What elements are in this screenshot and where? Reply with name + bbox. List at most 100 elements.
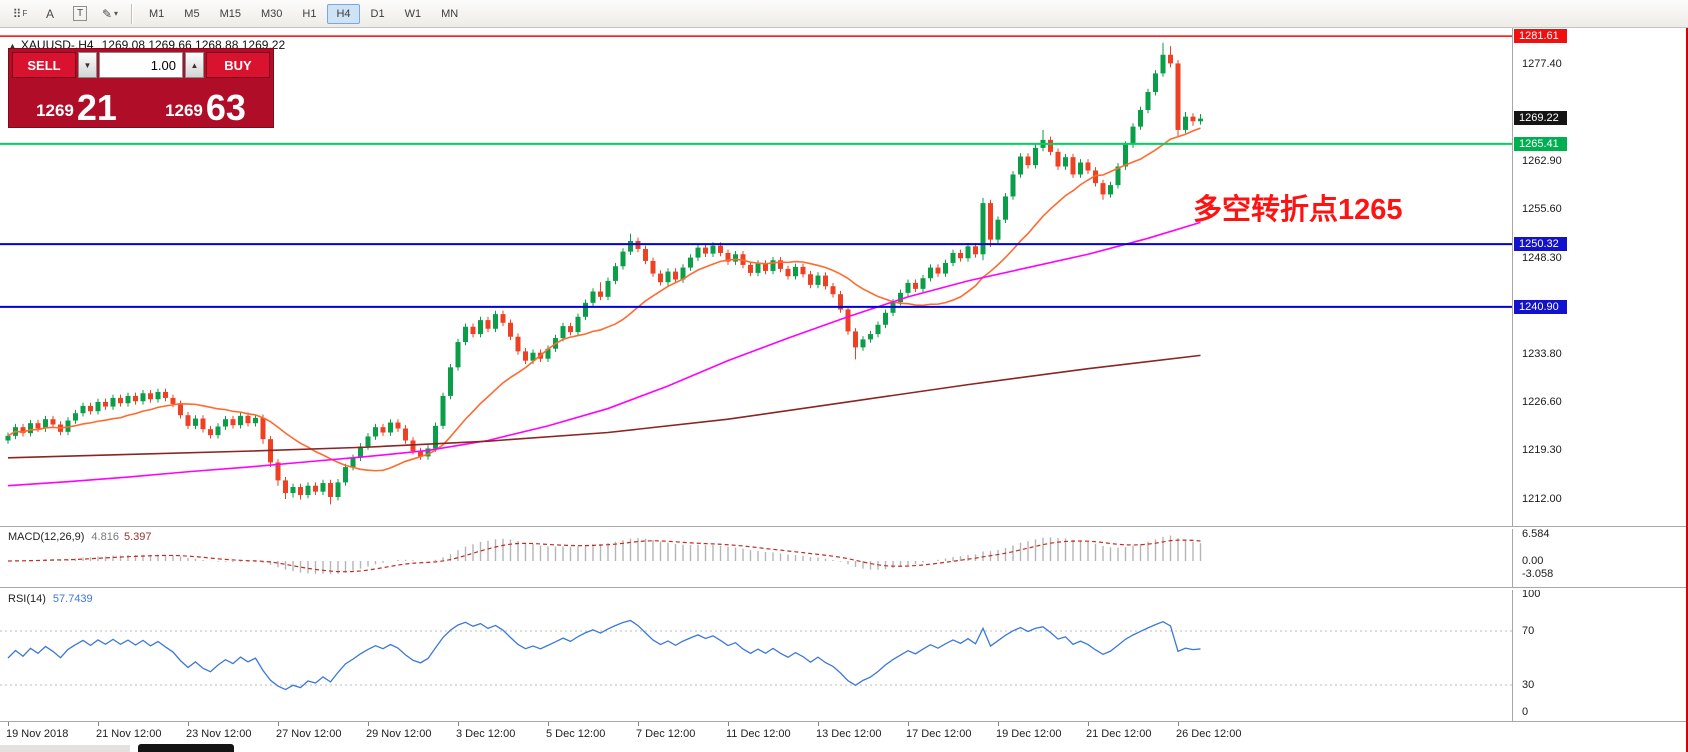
macd-histogram [14, 535, 1202, 575]
macd-signal-line [7, 539, 1201, 573]
price-axis-label: 1248.30 [1522, 251, 1562, 264]
price-box-1269.22: 1269.22 [1514, 111, 1567, 126]
time-axis-tick [188, 722, 189, 726]
time-axis-tick [278, 722, 279, 726]
macd-axis-label: 6.584 [1522, 528, 1550, 540]
grid-chart-icon[interactable]: ⠿ F [7, 2, 33, 26]
time-axis[interactable]: 19 Nov 2018 21 Nov 12:00 23 Nov 12:00 27 No… [0, 721, 1688, 745]
timeframe-D1[interactable]: D1 [370, 7, 385, 20]
time-axis-tick [818, 722, 819, 726]
grid-sub: F [22, 9, 28, 18]
rsi-indicator-label: RSI(14) 57.7439 [8, 593, 93, 605]
panel-separator[interactable] [0, 587, 1688, 590]
active-chart-tab[interactable] [138, 744, 234, 752]
one-click-trading-panel: SELL ▼ 1.00 ▲ BUY 1269 21 1269 63 [8, 48, 274, 128]
rsi-axis-label: 30 [1522, 679, 1535, 691]
toolbar-separator [131, 3, 133, 24]
time-axis-label: 23 Nov 12:00 [186, 728, 252, 740]
buy-price[interactable]: 1269 63 [141, 80, 270, 129]
top-toolbar: ⠿ F A T ✎ ▾ M1 M5 M15 M30 H1 H4 D1 W1 MN [0, 0, 1688, 28]
time-axis-tick [368, 722, 369, 726]
price-box-1281.61: 1281.61 [1514, 29, 1567, 44]
timeframe-M5[interactable]: M5 [184, 7, 200, 20]
price-axis-label: 1262.90 [1522, 154, 1562, 167]
ma-slow-line [7, 354, 1201, 459]
time-axis-tick [8, 722, 9, 726]
sell-price-pips: 21 [76, 87, 117, 129]
rsi-level-lines [0, 630, 1512, 686]
sell-button[interactable]: SELL [12, 52, 76, 78]
symbol-marker-icon: ▲ [8, 41, 17, 51]
rsi-axis-label: 100 [1522, 588, 1541, 600]
time-axis-label: 26 Dec 12:00 [1176, 728, 1242, 740]
time-axis-tick [638, 722, 639, 726]
time-axis-tick [998, 722, 999, 726]
buy-button[interactable]: BUY [206, 52, 270, 78]
macd-value: 4.816 [91, 531, 119, 543]
rsi-name: RSI(14) [8, 593, 46, 605]
price-axis-label: 1255.60 [1522, 203, 1562, 216]
time-axis-label: 17 Dec 12:00 [906, 728, 972, 740]
time-axis-tick [908, 722, 909, 726]
sell-price[interactable]: 1269 21 [12, 80, 141, 129]
draw-objects-icon[interactable]: ✎ ▾ [97, 2, 123, 26]
volume-input[interactable]: 1.00 [99, 52, 183, 78]
cursor-glyph: A [45, 6, 54, 21]
time-axis-label: 11 Dec 12:00 [726, 728, 791, 740]
price-axis-label: 1212.00 [1522, 493, 1562, 505]
macd-axis-label: -3.058 [1522, 568, 1554, 580]
time-axis-tick [458, 722, 459, 726]
window-right-edge [1686, 28, 1688, 752]
rsi-axis-label: 70 [1522, 625, 1535, 637]
macd-axis-label: 0.00 [1522, 555, 1544, 567]
timeframe-H1[interactable]: H1 [302, 7, 317, 20]
price-axis-label: 1219.30 [1522, 444, 1562, 457]
tab-strip-stub [0, 745, 130, 752]
price-axis[interactable]: 1277.40 1262.90 1255.60 1248.30 1233.80 1226.… [1512, 28, 1688, 721]
price-axis-label: 1277.40 [1522, 58, 1562, 71]
macd-indicator-label: MACD(12,26,9) 4.816 5.397 [8, 531, 151, 543]
time-axis-label: 29 Nov 12:00 [366, 728, 432, 740]
time-axis-tick [728, 722, 729, 726]
timeframe-M1[interactable]: M1 [149, 7, 165, 20]
time-axis-label: 13 Dec 12:00 [816, 728, 882, 740]
timeframe-group: M1 M5 M15 M30 H1 H4 D1 W1 MN [139, 3, 468, 24]
volume-dropdown-icon[interactable]: ▼ [78, 52, 97, 78]
sell-price-main: 1269 [36, 101, 74, 120]
price-box-1240.90: 1240.90 [1514, 299, 1567, 314]
timeframe-W1[interactable]: W1 [404, 7, 422, 20]
chart-window[interactable]: ▲ XAUUSD-,H4 1269.08 1269.66 1268.88 1269.… [0, 28, 1688, 752]
trade-prices-row: 1269 21 1269 63 [12, 80, 270, 129]
time-axis-label: 27 Nov 12:00 [276, 728, 342, 740]
time-axis-tick [548, 722, 549, 726]
price-box-1265.41: 1265.41 [1514, 136, 1567, 151]
bottom-tab-strip [0, 744, 1688, 752]
volume-up-icon[interactable]: ▲ [185, 52, 204, 78]
chart-annotation[interactable]: 多空转折点1265 [1193, 194, 1403, 226]
timeframe-M30[interactable]: M30 [260, 7, 283, 20]
price-axis-label: 1226.60 [1522, 395, 1562, 408]
panel-separator[interactable] [0, 526, 1688, 529]
macd-name: MACD(12,26,9) [8, 531, 85, 543]
grid-glyph: ⠿ [12, 6, 22, 21]
cursor-icon[interactable]: A [37, 2, 63, 26]
ma-medium-line [7, 221, 1201, 487]
trade-controls-row: SELL ▼ 1.00 ▲ BUY [12, 52, 270, 78]
time-axis-label: 19 Nov 2018 [6, 728, 69, 740]
chevron-down-icon: ▾ [114, 9, 119, 18]
candles-series [5, 42, 1203, 505]
price-axis-label: 1233.80 [1522, 348, 1562, 361]
time-axis-label: 3 Dec 12:00 [456, 728, 516, 740]
time-axis-label: 21 Nov 12:00 [96, 728, 162, 740]
candlestick-chart[interactable] [0, 28, 1512, 721]
timeframe-M15[interactable]: M15 [219, 7, 241, 20]
time-axis-label: 7 Dec 12:00 [636, 728, 696, 740]
timeframe-MN[interactable]: MN [441, 7, 459, 20]
text-tool-icon[interactable]: T [67, 2, 93, 26]
time-axis-label: 19 Dec 12:00 [996, 728, 1062, 740]
timeframe-H4[interactable]: H4 [327, 3, 360, 24]
time-axis-tick [98, 722, 99, 726]
buy-price-pips: 63 [205, 87, 246, 129]
pencil-glyph: ✎ [101, 6, 113, 21]
